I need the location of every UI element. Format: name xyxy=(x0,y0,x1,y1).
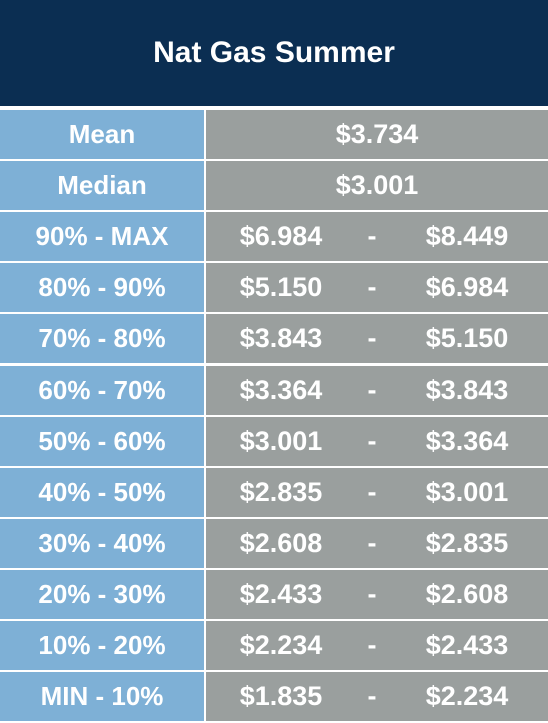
row-label: 50% - 60% xyxy=(0,416,204,466)
range-low: $1.835 xyxy=(239,681,323,712)
table-title: Nat Gas Summer xyxy=(0,0,548,106)
range-low: $6.984 xyxy=(239,221,323,252)
range-row: MIN - 10% $1.835 - $2.234 xyxy=(0,672,548,722)
summary-row: Mean $3.734 xyxy=(0,110,548,159)
value-cell: $2.835 - $3.001 xyxy=(206,467,548,517)
row-label: 70% - 80% xyxy=(0,314,204,364)
range-low: $2.608 xyxy=(239,527,323,558)
value-cell: $2.433 - $2.608 xyxy=(206,569,548,619)
value-cell: $1.835 - $2.234 xyxy=(206,672,548,722)
range-low: $2.234 xyxy=(239,630,323,660)
range-high: $8.449 xyxy=(425,221,509,252)
range-row: 20% - 30% $2.433 - $2.608 xyxy=(0,569,548,619)
row-label: 60% - 70% xyxy=(0,365,204,415)
range-dash: - xyxy=(367,425,377,456)
range-dash: - xyxy=(367,578,377,609)
range-row: 80% - 90% $5.150 - $6.984 xyxy=(0,263,548,313)
range-dash: - xyxy=(367,476,377,507)
range-row: 40% - 50% $2.835 - $3.001 xyxy=(0,467,548,517)
range-dash: - xyxy=(367,527,377,558)
row-label: 30% - 40% xyxy=(0,518,204,568)
summary-value: $3.734 xyxy=(335,119,419,149)
range-dash: - xyxy=(367,374,377,405)
range-high: $2.433 xyxy=(425,630,509,660)
range-row: 60% - 70% $3.364 - $3.843 xyxy=(0,365,548,415)
row-label: 90% - MAX xyxy=(0,212,204,262)
range-dash: - xyxy=(367,221,377,252)
range-high: $3.001 xyxy=(425,476,509,507)
value-cell: $3.364 - $3.843 xyxy=(206,365,548,415)
range-row: 50% - 60% $3.001 - $3.364 xyxy=(0,416,548,466)
row-label: MIN - 10% xyxy=(0,672,204,722)
value-cell: $3.001 xyxy=(206,161,548,211)
value-cell: $5.150 - $6.984 xyxy=(206,263,548,313)
range-row: 90% - MAX $6.984 - $8.449 xyxy=(0,212,548,262)
range-high: $2.234 xyxy=(425,681,509,712)
row-label: 20% - 30% xyxy=(0,569,204,619)
range-low: $3.843 xyxy=(239,323,323,354)
summary-value: $3.001 xyxy=(335,170,419,201)
range-low: $3.364 xyxy=(239,374,323,405)
row-label: 40% - 50% xyxy=(0,467,204,517)
range-high: $2.835 xyxy=(425,527,509,558)
summary-row: Median $3.001 xyxy=(0,161,548,211)
value-cell: $3.734 xyxy=(206,110,548,159)
range-row: 30% - 40% $2.608 - $2.835 xyxy=(0,518,548,568)
value-cell: $6.984 - $8.449 xyxy=(206,212,548,262)
value-cell: $3.001 - $3.364 xyxy=(206,416,548,466)
value-cell: $3.843 - $5.150 xyxy=(206,314,548,364)
range-low: $5.150 xyxy=(239,272,323,303)
range-high: $3.843 xyxy=(425,374,509,405)
range-dash: - xyxy=(367,272,377,303)
row-label: Median xyxy=(0,161,204,211)
value-cell: $2.234 - $2.433 xyxy=(206,621,548,670)
range-high: $3.364 xyxy=(425,425,509,456)
range-low: $2.433 xyxy=(239,578,323,609)
row-label: 80% - 90% xyxy=(0,263,204,313)
row-label: 10% - 20% xyxy=(0,621,204,670)
range-dash: - xyxy=(367,323,377,354)
row-label: Mean xyxy=(0,110,204,159)
range-low: $3.001 xyxy=(239,425,323,456)
range-high: $6.984 xyxy=(425,272,509,303)
range-row: 70% - 80% $3.843 - $5.150 xyxy=(0,314,548,364)
range-dash: - xyxy=(367,681,377,712)
range-low: $2.835 xyxy=(239,476,323,507)
value-cell: $2.608 - $2.835 xyxy=(206,518,548,568)
range-high: $2.608 xyxy=(425,578,509,609)
range-high: $5.150 xyxy=(425,323,509,354)
range-row: 10% - 20% $2.234 - $2.433 xyxy=(0,621,548,670)
range-dash: - xyxy=(367,630,377,660)
